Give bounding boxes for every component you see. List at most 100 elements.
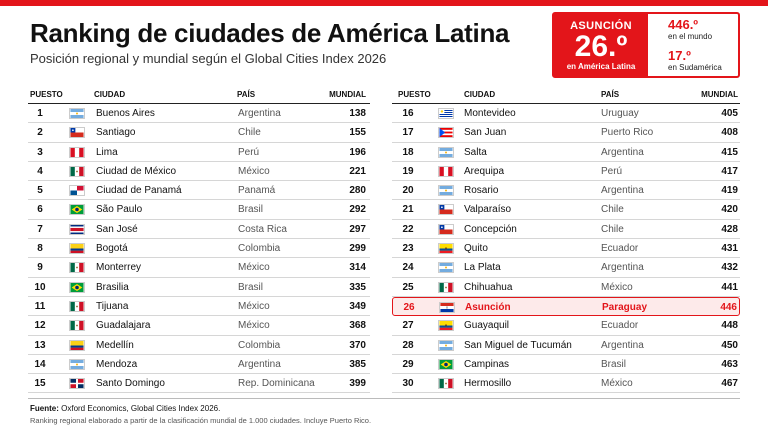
row-city: Monterrey bbox=[96, 262, 142, 274]
flag-ec-icon bbox=[438, 320, 454, 332]
row-city: Campinas bbox=[464, 358, 510, 370]
row-country: México bbox=[238, 320, 270, 332]
row-world-rank: 221 bbox=[349, 165, 366, 177]
row-city: Chihuahua bbox=[464, 281, 513, 293]
flag-br-icon bbox=[69, 281, 85, 293]
table-row: 23 Quito Ecuador 431 bbox=[392, 239, 740, 259]
page-title: Ranking de ciudades de América Latina bbox=[30, 18, 510, 48]
row-country: Argentina bbox=[601, 185, 644, 197]
row-position: 26 bbox=[403, 301, 415, 313]
header-world: MUNDIAL bbox=[329, 90, 366, 99]
table-header: PUESTO CIUDAD PAÍS MUNDIAL bbox=[28, 87, 370, 104]
row-position: 24 bbox=[402, 262, 414, 274]
row-city: Santiago bbox=[96, 127, 136, 139]
row-country: Argentina bbox=[601, 146, 644, 158]
callout-rank: 26.º bbox=[574, 29, 628, 63]
flag-ar-icon bbox=[69, 108, 85, 119]
row-world-rank: 399 bbox=[349, 378, 366, 390]
table-row: 1 Buenos Aires Argentina 138 bbox=[28, 104, 370, 124]
table-row: 9 Monterrey México 314 bbox=[28, 258, 370, 278]
table-row: 10 Brasilia Brasil 335 bbox=[28, 278, 370, 297]
flag-ar-icon bbox=[438, 262, 454, 274]
table-row: 29 Campinas Brasil 463 bbox=[392, 355, 740, 375]
row-world-rank: 385 bbox=[349, 358, 366, 370]
row-world-rank: 463 bbox=[721, 358, 738, 370]
row-world-rank: 196 bbox=[349, 146, 366, 158]
row-city: Arequipa bbox=[464, 165, 505, 177]
flag-pe-icon bbox=[438, 165, 454, 177]
table-row: 24 La Plata Argentina 432 bbox=[392, 258, 740, 278]
header-city: CIUDAD bbox=[464, 90, 496, 99]
table-row: 12 Guadalajara México 368 bbox=[28, 316, 370, 336]
row-position: 27 bbox=[402, 320, 414, 332]
row-position: 16 bbox=[402, 108, 414, 119]
row-position: 6 bbox=[37, 204, 43, 216]
row-position: 11 bbox=[34, 300, 46, 312]
row-country: Argentina bbox=[601, 339, 644, 351]
source-label: Fuente: bbox=[30, 404, 59, 413]
row-country: Argentina bbox=[238, 358, 281, 370]
table-row: 22 Concepción Chile 428 bbox=[392, 220, 740, 240]
row-city: Rosario bbox=[464, 185, 499, 197]
row-position: 5 bbox=[37, 185, 43, 197]
source-text: Oxford Economics, Global Cities Index 20… bbox=[61, 404, 221, 413]
row-city: Asunción bbox=[465, 301, 511, 313]
callout-city: ASUNCIÓN bbox=[570, 19, 632, 32]
row-city: Valparaíso bbox=[464, 204, 512, 216]
table-row: 25 Chihuahua México 441 bbox=[392, 278, 740, 297]
flag-uy-icon bbox=[438, 108, 454, 119]
row-world-rank: 335 bbox=[349, 281, 366, 293]
row-country: Perú bbox=[238, 146, 260, 158]
table-row: 15 Santo Domingo Rep. Dominicana 399 bbox=[28, 374, 370, 394]
row-world-rank: 314 bbox=[349, 262, 366, 274]
table-row: 3 Lima Perú 196 bbox=[28, 143, 370, 162]
row-position: 20 bbox=[402, 185, 414, 197]
row-world-rank: 292 bbox=[349, 204, 366, 216]
row-country: Argentina bbox=[601, 262, 644, 274]
row-country: Paraguay bbox=[602, 301, 648, 313]
callout-other-ranks: 446.º en el mundo 17.º en Sudamérica bbox=[648, 14, 738, 76]
row-world-rank: 405 bbox=[721, 108, 738, 119]
table-header: PUESTO CIUDAD PAÍS MUNDIAL bbox=[392, 87, 740, 104]
row-city: La Plata bbox=[464, 262, 501, 274]
row-country: Colombia bbox=[238, 243, 281, 255]
row-country: Ecuador bbox=[601, 320, 639, 332]
row-position: 30 bbox=[402, 378, 414, 390]
row-city: San Juan bbox=[464, 127, 507, 139]
asuncion-callout: ASUNCIÓN 26.º en América Latina 446.º en… bbox=[552, 12, 740, 78]
ranking-table-left: PUESTO CIUDAD PAÍS MUNDIAL 1 Buenos Aires… bbox=[28, 87, 370, 394]
row-city: Lima bbox=[96, 146, 118, 158]
row-world-rank: 431 bbox=[721, 243, 738, 255]
row-city: Medellín bbox=[96, 339, 134, 351]
row-position: 8 bbox=[37, 243, 43, 255]
row-position: 12 bbox=[34, 320, 46, 332]
flag-mx-icon bbox=[69, 300, 85, 312]
row-position: 18 bbox=[402, 146, 414, 158]
row-country: Panamá bbox=[238, 185, 276, 197]
row-city: Quito bbox=[464, 243, 488, 255]
table-row: 17 San Juan Puerto Rico 408 bbox=[392, 123, 740, 143]
row-world-rank: 155 bbox=[349, 127, 366, 139]
row-country: Perú bbox=[601, 165, 623, 177]
flag-pa-icon bbox=[69, 185, 85, 197]
row-position: 15 bbox=[34, 378, 46, 390]
page-subtitle: Posición regional y mundial según el Glo… bbox=[30, 51, 387, 66]
row-city: Montevideo bbox=[464, 108, 516, 119]
row-position: 14 bbox=[34, 358, 46, 370]
row-city: San José bbox=[96, 223, 138, 235]
callout-rank-label: en América Latina bbox=[566, 61, 636, 71]
row-position: 2 bbox=[37, 127, 43, 139]
row-city: Mendoza bbox=[96, 358, 138, 370]
callout-sa-value: 17.º bbox=[668, 48, 691, 63]
row-world-rank: 428 bbox=[721, 223, 738, 235]
flag-mx-icon bbox=[69, 320, 85, 332]
flag-ar-icon bbox=[438, 185, 454, 197]
flag-py-icon bbox=[439, 301, 455, 313]
flag-br-icon bbox=[438, 358, 454, 370]
row-world-rank: 138 bbox=[349, 108, 366, 119]
flag-pr-icon bbox=[438, 127, 454, 139]
row-city: São Paulo bbox=[96, 204, 143, 216]
table-row: 11 Tijuana México 349 bbox=[28, 297, 370, 317]
row-country: México bbox=[601, 281, 633, 293]
callout-sa-label: en Sudamérica bbox=[668, 63, 722, 72]
